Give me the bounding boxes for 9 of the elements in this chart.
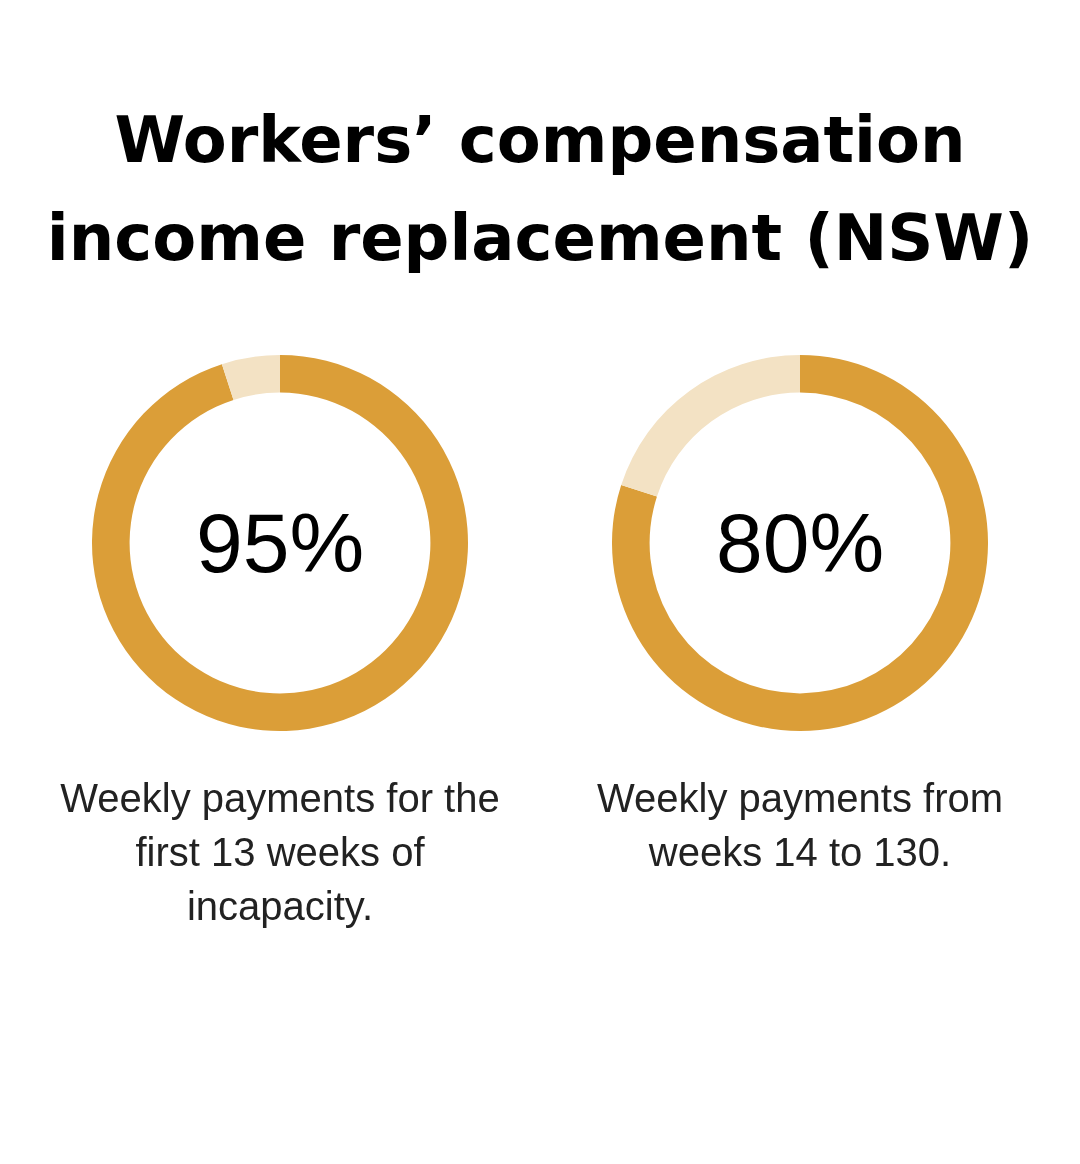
donut-slice: [621, 355, 800, 497]
data-label: 95%: [196, 496, 365, 590]
chart-title: Workers’ compensation income replacement (NSW): [45, 102, 1035, 277]
donut-slice: [221, 355, 280, 400]
donut-slice: [92, 355, 468, 731]
donut-slice: [612, 355, 988, 731]
text: Weekly payments from weeks 14 to 130.: [595, 775, 1005, 876]
data-label: 80%: [716, 496, 885, 590]
text: Weekly payments for the first 13 weeks of incapacity.: [59, 775, 501, 930]
